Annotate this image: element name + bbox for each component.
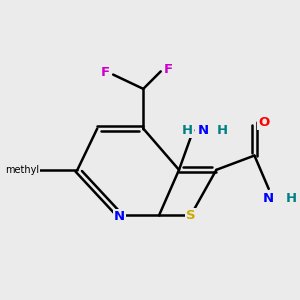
Text: S: S [186, 208, 196, 222]
Text: H: H [217, 124, 228, 137]
Text: N: N [114, 210, 125, 223]
Text: methyl: methyl [5, 165, 39, 175]
Text: N: N [263, 192, 274, 205]
Text: H: H [286, 192, 297, 205]
Text: N: N [198, 124, 209, 137]
Text: H: H [182, 124, 193, 137]
Text: O: O [258, 116, 270, 129]
Text: F: F [100, 67, 110, 80]
Text: F: F [164, 63, 173, 76]
